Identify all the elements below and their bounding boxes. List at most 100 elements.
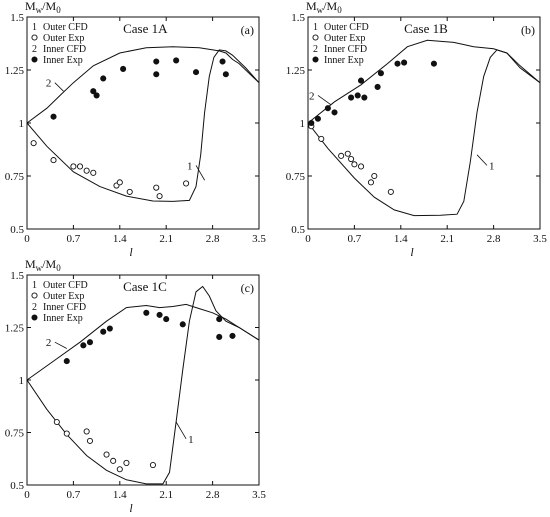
inner-exp-point xyxy=(153,71,160,78)
x-tick-label: 1.4 xyxy=(394,233,408,245)
x-tick-label: 0 xyxy=(305,233,311,245)
legend-entry: Outer Exp xyxy=(324,33,365,44)
outer-exp-point xyxy=(367,179,375,186)
legend-entry: Outer CFD xyxy=(324,22,369,33)
x-axis-label: l xyxy=(129,245,133,259)
inner-exp-point xyxy=(308,119,315,127)
x-tick-label: 2.8 xyxy=(487,233,501,245)
outer-exp-point xyxy=(116,466,123,473)
y-tick-label: 0.5 xyxy=(10,224,24,236)
x-tick-label: 2.8 xyxy=(206,233,220,245)
outer-exp-point xyxy=(53,418,60,426)
y-axis-label: Mw/M0 xyxy=(25,257,61,273)
x-tick-label: 0.7 xyxy=(348,233,362,245)
y-tick-label: 1 xyxy=(19,375,25,387)
x-tick-label: 3.5 xyxy=(252,233,266,245)
outer-exp-point xyxy=(123,459,130,467)
legend-number: 1 xyxy=(32,22,37,33)
outer-exp-point xyxy=(50,157,57,164)
panel-tag: (b) xyxy=(521,23,535,37)
inner-exp-point xyxy=(324,105,331,112)
y-tick-label: 0.5 xyxy=(291,224,305,236)
y-tick-label: 1.5 xyxy=(291,12,305,24)
legend-number: 2 xyxy=(313,44,318,55)
x-tick-label: 3.5 xyxy=(252,489,266,501)
inner-exp-point xyxy=(173,57,180,64)
legend-entry: Outer CFD xyxy=(43,280,88,291)
series-line-outer-cfd xyxy=(26,49,260,202)
inner-exp-point xyxy=(80,342,87,349)
inner-exp-point xyxy=(357,77,365,84)
curve-leader-line xyxy=(317,95,332,106)
y-tick-label: 1.25 xyxy=(5,65,25,77)
inner-exp-point xyxy=(374,83,381,91)
legend-number: 1 xyxy=(32,280,37,291)
y-tick-label: 0.75 xyxy=(5,428,25,440)
inner-exp-point xyxy=(179,321,186,328)
x-tick-label: 2.1 xyxy=(159,489,173,501)
inner-exp-point xyxy=(394,60,401,67)
outer-exp-point xyxy=(86,437,94,444)
series-line-inner-cfd xyxy=(26,46,260,124)
inner-exp-point xyxy=(100,328,107,335)
x-tick-label: 2.1 xyxy=(440,233,454,245)
series-line-inner-cfd xyxy=(26,303,260,381)
inner-exp-point xyxy=(100,75,107,82)
legend-entry: Inner Exp xyxy=(43,55,83,66)
x-tick-label: 0.7 xyxy=(67,489,81,501)
inner-exp-point xyxy=(93,92,100,99)
outer-exp-point xyxy=(110,457,117,464)
inner-exp-point xyxy=(120,65,127,72)
outer-exp-point xyxy=(153,184,160,191)
outer-exp-point xyxy=(371,172,378,180)
inner-exp-point xyxy=(86,339,94,346)
y-tick-label: 0.75 xyxy=(286,171,306,183)
outer-exp-point xyxy=(357,163,365,170)
curve-leader-line xyxy=(54,82,64,92)
legend-filled-marker xyxy=(31,56,38,63)
legend-filled-marker xyxy=(312,56,319,63)
chart-panel-b: 0 0.7 1.4 2.1 2.8 3.5 0.5 0.75 1 1.25 1.5Mw/M0 l Cas… xyxy=(286,0,548,259)
inner-exp-point xyxy=(430,60,437,67)
legend-open-marker xyxy=(31,292,38,299)
curve-leader-line xyxy=(54,341,67,349)
x-axis-label: l xyxy=(410,245,414,259)
chart-title: Case 1C xyxy=(123,279,167,294)
y-tick-label: 1.25 xyxy=(5,323,25,335)
legend-entry: Outer CFD xyxy=(43,22,88,33)
x-tick-label: 1.4 xyxy=(113,233,127,245)
y-axis-label: Mw/M0 xyxy=(306,0,342,15)
series-line-outer-cfd xyxy=(307,49,541,217)
inner-exp-point xyxy=(229,332,236,339)
legend-entry: Outer Exp xyxy=(43,33,84,44)
outer-exp-point xyxy=(156,193,163,200)
curve-label: 1 xyxy=(489,160,495,172)
inner-exp-point xyxy=(63,358,70,365)
legend-number: 1 xyxy=(313,22,318,33)
outer-exp-point xyxy=(90,169,97,176)
legend-entry: Inner CFD xyxy=(43,44,86,55)
curve-leader-line xyxy=(476,154,488,166)
inner-exp-point xyxy=(216,316,223,323)
inner-exp-point xyxy=(314,115,321,122)
outer-exp-point xyxy=(344,150,351,157)
inner-exp-point xyxy=(222,71,229,78)
x-tick-label: 0 xyxy=(24,233,30,245)
outer-exp-point xyxy=(387,188,394,195)
series-line-outer-cfd xyxy=(26,285,260,485)
legend-number: 2 xyxy=(32,302,37,313)
legend-number: 2 xyxy=(32,44,37,55)
y-tick-label: 1.25 xyxy=(286,65,306,77)
curve-leader-line xyxy=(175,421,187,440)
x-tick-label: 2.8 xyxy=(206,489,220,501)
x-axis-label: l xyxy=(129,501,133,515)
outer-exp-point xyxy=(318,135,325,142)
outer-exp-point xyxy=(103,451,110,458)
legend-filled-marker xyxy=(31,314,38,321)
y-tick-label: 0.5 xyxy=(10,480,24,492)
curve-leader-line xyxy=(195,165,205,181)
panel-tag: (c) xyxy=(241,281,254,295)
x-tick-label: 2.1 xyxy=(159,233,173,245)
curve-label: 1 xyxy=(187,160,193,172)
legend-entry: Inner CFD xyxy=(324,44,367,55)
